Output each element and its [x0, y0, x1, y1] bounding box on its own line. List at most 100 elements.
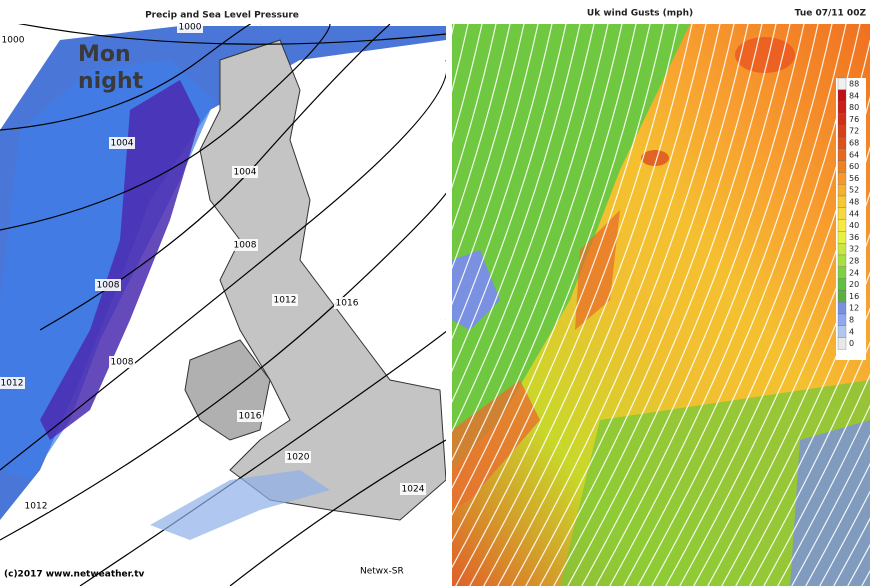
- label-bg: [334, 297, 360, 309]
- streamline: [452, 24, 637, 517]
- scale-swatch: [837, 231, 847, 244]
- scale-label: 84: [849, 91, 859, 100]
- scale-swatch: [837, 136, 847, 149]
- scale-swatch: [837, 254, 847, 267]
- isobar-label: 1008: [97, 281, 120, 291]
- scale-label: 20: [849, 280, 859, 289]
- isobar-label: 1008: [234, 241, 257, 251]
- scale-swatch: [837, 148, 847, 161]
- scale-label: 0: [849, 339, 854, 348]
- label-bg: [0, 34, 26, 46]
- streamline: [452, 24, 567, 373]
- scale-label: 8: [849, 316, 854, 325]
- streamline: [609, 24, 833, 586]
- streamline: [452, 24, 497, 190]
- streamline: [497, 24, 721, 586]
- isobar: [229, 439, 446, 586]
- label-bg: [400, 483, 426, 495]
- label-bg: [0, 377, 25, 389]
- isobar-label: 1008: [111, 358, 134, 368]
- streamline: [455, 24, 679, 586]
- isobar-label: 1012: [25, 502, 48, 512]
- scale-label: 80: [849, 103, 859, 112]
- scale-swatch: [837, 302, 847, 315]
- left-map: [0, 24, 446, 586]
- scale-label: 56: [849, 174, 859, 183]
- scale-swatch: [837, 77, 847, 90]
- streamline: [777, 404, 870, 586]
- scale-swatch: [837, 278, 847, 291]
- streamline: [452, 24, 623, 490]
- scale-swatch: [837, 337, 847, 350]
- label-bg: [109, 356, 135, 368]
- isobar-label: 1000: [2, 36, 25, 46]
- label-bg: [285, 451, 311, 463]
- scale: 8884807672686460565248444036322824201612…: [837, 77, 859, 350]
- scale-label: 64: [849, 150, 859, 159]
- scale-swatch: [837, 172, 847, 185]
- streamline: [469, 24, 693, 586]
- scale-label: 32: [849, 245, 859, 254]
- isobar: [0, 24, 261, 131]
- right-title: Uk wind Gusts (mph): [587, 9, 693, 19]
- isobar-label: 1016: [239, 412, 262, 422]
- scale-label: 24: [849, 268, 859, 277]
- scale-swatch: [837, 195, 847, 208]
- streamline: [693, 191, 870, 586]
- isobar-label: 1024: [402, 485, 425, 495]
- streamline: [452, 24, 483, 144]
- scale-label: 16: [849, 292, 859, 301]
- streamline: [452, 24, 581, 403]
- streamline: [749, 341, 870, 586]
- scale-swatch: [837, 184, 847, 197]
- isobar: [0, 24, 331, 231]
- streamline: [452, 24, 525, 270]
- isobar-label: 1012: [1, 379, 24, 389]
- scale-label: 4: [849, 327, 854, 336]
- streamline: [791, 434, 870, 586]
- streamline: [819, 490, 870, 586]
- streamline: [833, 517, 870, 586]
- credit: Netwx-SR: [360, 567, 404, 577]
- isobar-label: 1012: [274, 296, 297, 306]
- label-bg: [23, 500, 49, 512]
- overlay-label: night: [78, 69, 144, 94]
- label-bg: [177, 21, 203, 33]
- scale-swatch: [837, 89, 847, 102]
- left-title: Precip and Sea Level Pressure: [145, 11, 299, 21]
- streamline: [679, 146, 870, 586]
- scale-label: 48: [849, 198, 859, 207]
- label-bg: [232, 239, 258, 251]
- scale-swatch: [837, 325, 847, 338]
- scale-swatch: [837, 266, 847, 279]
- scale-label: 52: [849, 186, 859, 195]
- label-bg: [237, 410, 263, 422]
- streamline: [511, 24, 735, 586]
- scale-swatch: [837, 219, 847, 232]
- streamline: [452, 24, 665, 569]
- streamline: [539, 24, 763, 586]
- scale-swatch: [837, 243, 847, 256]
- isobar: [0, 179, 446, 541]
- streamline: [595, 24, 819, 586]
- streamline: [623, 24, 847, 586]
- scale-swatch: [837, 313, 847, 326]
- streamline: [452, 24, 539, 306]
- label-bg: [272, 294, 298, 306]
- timestamp: Tue 07/11 00Z: [795, 9, 867, 19]
- copyright: (c)2017 www.netweather.tv: [4, 570, 145, 580]
- streamline: [763, 373, 870, 586]
- overlay-label: Mon: [78, 42, 131, 67]
- streamline: [483, 24, 707, 586]
- scale-label: 44: [849, 209, 859, 218]
- streamline: [452, 24, 651, 543]
- scale-label: 40: [849, 221, 859, 230]
- isobar-label: 1004: [234, 168, 257, 178]
- streamline: [805, 462, 870, 586]
- isobar-label: 1004: [111, 139, 134, 149]
- right-map: [452, 24, 870, 586]
- scale-label: 76: [849, 115, 859, 124]
- scale-label: 68: [849, 139, 859, 148]
- isobar-label: 1020: [287, 453, 310, 463]
- scale-swatch: [837, 160, 847, 173]
